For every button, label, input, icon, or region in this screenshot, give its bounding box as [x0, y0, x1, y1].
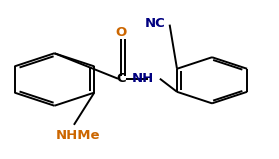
Text: NHMe: NHMe	[55, 129, 100, 142]
Text: O: O	[115, 26, 126, 39]
Text: NC: NC	[145, 17, 166, 30]
Text: C: C	[117, 72, 126, 85]
Text: NH: NH	[132, 72, 154, 85]
